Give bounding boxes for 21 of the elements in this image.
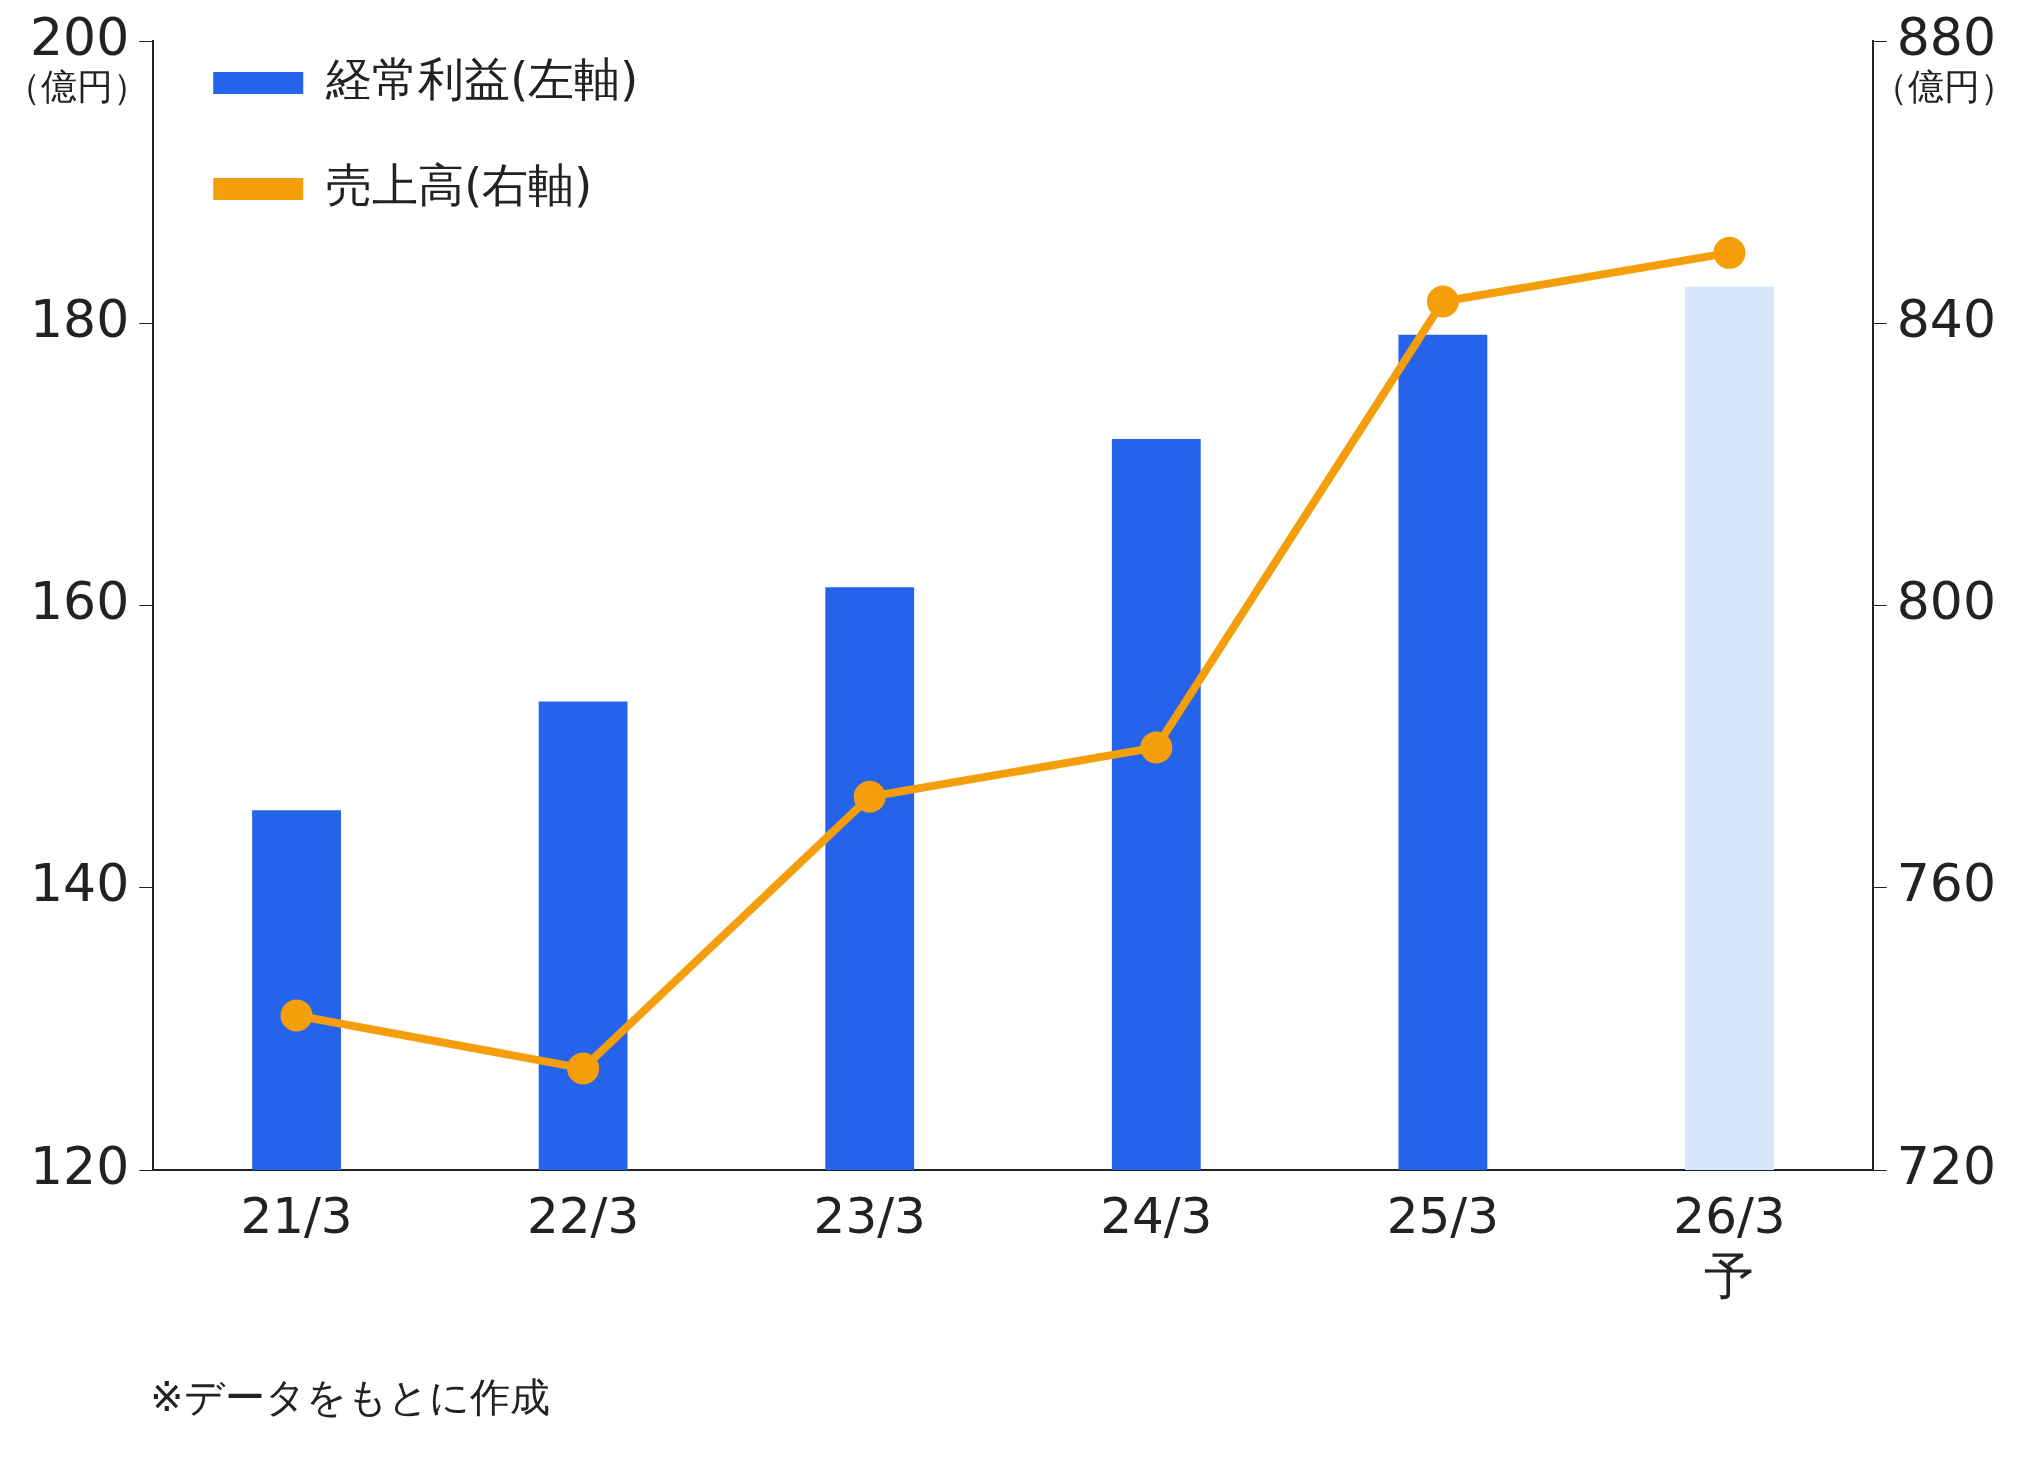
y-tick-label: 200 (29, 6, 130, 67)
x-tick-label: 23/3 (813, 1186, 926, 1245)
y2-tick-label: 760 (1896, 853, 1997, 914)
legend-label: 経常利益(左軸) (325, 51, 639, 106)
y2-tick-label: 880 (1896, 6, 1997, 67)
y2-tick-label: 840 (1896, 288, 1997, 349)
x-tick-label: 21/3 (240, 1186, 353, 1245)
x-tick-label: 22/3 (526, 1186, 640, 1245)
y2-tick-label: 800 (1896, 571, 1997, 632)
legend-label: 売上高(右軸) (326, 157, 593, 212)
y-tick-label: 140 (29, 853, 130, 914)
y2-tick-label: 720 (1896, 1135, 1997, 1196)
y-tick-label: 180 (29, 288, 130, 349)
x-tick-label: 25/3 (1386, 1186, 1500, 1245)
y-tick-label: 160 (29, 571, 130, 632)
y2-axis-title: （億円） (1872, 65, 2017, 107)
x-tick-label: 24/3 (1100, 1186, 1213, 1245)
text: ※データをもとに作成 (150, 1373, 550, 1422)
x-tick-label: 26/3 予 (1673, 1186, 1786, 1305)
y-axis-title: （億円） (4, 65, 149, 107)
y-tick-label: 120 (29, 1135, 130, 1196)
